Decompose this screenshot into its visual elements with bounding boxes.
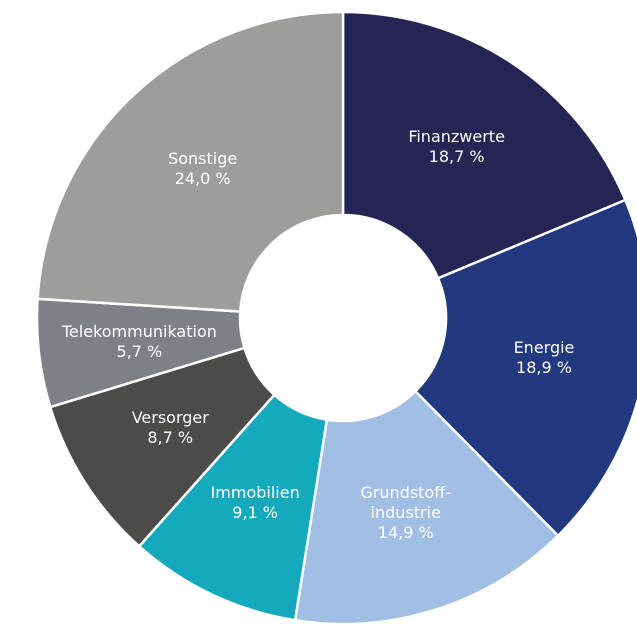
category-label: Immobilien bbox=[210, 483, 300, 503]
category-label: Telekommunikation bbox=[61, 321, 217, 341]
value-label: 8,7 % bbox=[147, 428, 194, 448]
slice-label: Immobilien 9,1 % bbox=[211, 483, 300, 523]
category-label: Sonstige bbox=[168, 148, 238, 168]
category-label: Versorger bbox=[131, 408, 209, 428]
value-label: 18,9 % bbox=[516, 358, 572, 378]
slice-label: Versorger 8,7 % bbox=[132, 408, 209, 448]
value-label: 18,7 % bbox=[428, 147, 485, 167]
donut-slice bbox=[413, 198, 637, 538]
donut-slice bbox=[137, 393, 329, 622]
slice-label: Energie 18,9 % bbox=[514, 338, 575, 378]
donut-slice bbox=[36, 10, 345, 313]
value-label: 14,9 % bbox=[377, 523, 434, 543]
slice-label: Finanzwerte 18,7 % bbox=[408, 127, 505, 167]
category-label: Finanzwerte bbox=[408, 127, 505, 147]
value-label: 24,0 % bbox=[174, 168, 231, 188]
donut-slice bbox=[293, 389, 560, 624]
donut-slice bbox=[48, 346, 277, 549]
value-label: 5,7 % bbox=[116, 341, 163, 361]
slice-label: Grundstoff- industrie 14,9 % bbox=[360, 483, 451, 543]
category-label: Grundstoff- industrie bbox=[360, 483, 452, 523]
slice-label: Telekommunikation 5,7 % bbox=[62, 322, 217, 362]
category-label: Energie bbox=[513, 338, 575, 358]
value-label: 9,1 % bbox=[232, 503, 278, 523]
slice-label: Sonstige 24,0 % bbox=[168, 149, 237, 189]
donut-slice bbox=[341, 10, 627, 280]
